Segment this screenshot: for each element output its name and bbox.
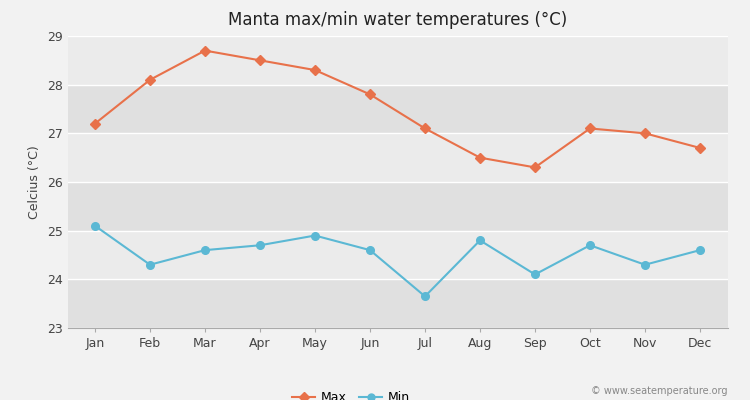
Min — [91, 223, 100, 228]
Bar — [68, 133, 728, 182]
Max — [695, 146, 704, 150]
Max — [365, 92, 374, 97]
Max — [146, 77, 154, 82]
Max — [476, 155, 484, 160]
Y-axis label: Celcius (°C): Celcius (°C) — [28, 145, 41, 219]
Max — [200, 48, 209, 53]
Text: © www.seatemperature.org: © www.seatemperature.org — [591, 386, 728, 396]
Min — [310, 233, 320, 238]
Line: Min: Min — [92, 222, 704, 300]
Bar — [68, 279, 728, 328]
Min — [365, 248, 374, 252]
Min — [200, 248, 209, 252]
Max — [586, 126, 595, 131]
Title: Manta max/min water temperatures (°C): Manta max/min water temperatures (°C) — [228, 11, 567, 29]
Max — [421, 126, 430, 131]
Min — [476, 238, 484, 243]
Max — [256, 58, 265, 63]
Min — [640, 262, 650, 267]
Legend: Max, Min: Max, Min — [287, 386, 416, 400]
Min — [695, 248, 704, 252]
Min — [146, 262, 154, 267]
Max — [640, 131, 650, 136]
Line: Max: Max — [92, 47, 704, 171]
Max — [310, 68, 320, 72]
Min — [256, 243, 265, 248]
Bar — [68, 231, 728, 279]
Min — [530, 272, 539, 277]
Max — [530, 165, 539, 170]
Bar — [68, 85, 728, 133]
Min — [586, 243, 595, 248]
Min — [421, 294, 430, 299]
Bar — [68, 36, 728, 85]
Bar — [68, 182, 728, 231]
Max — [91, 121, 100, 126]
